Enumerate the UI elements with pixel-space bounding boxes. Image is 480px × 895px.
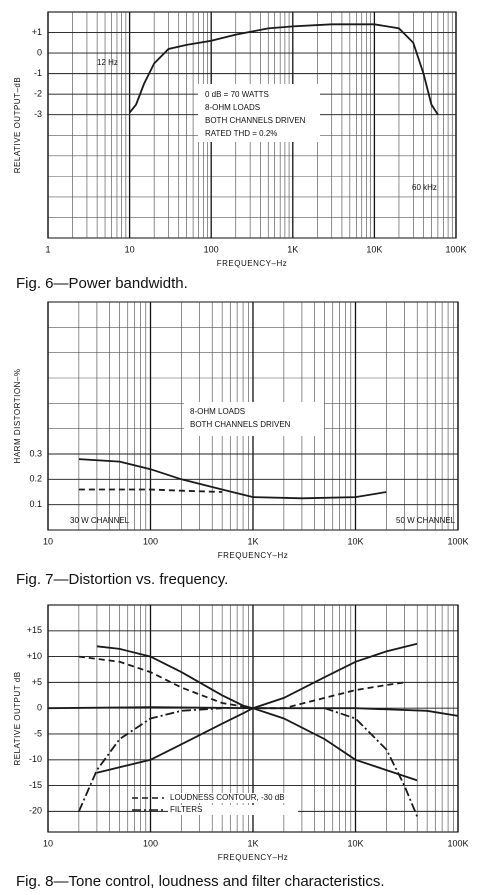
- series-label: 50 W CHANNEL: [396, 516, 456, 525]
- legend-label: LOUDNESS CONTOUR, -30 dB: [170, 793, 285, 802]
- y-tick-label: 0.1: [29, 499, 42, 509]
- legend-bg: [168, 805, 298, 815]
- annotation: 12 Hz: [97, 58, 118, 67]
- series-line: [47, 706, 459, 717]
- y-tick-label: -20: [29, 806, 42, 816]
- y-tick-label: +1: [32, 27, 42, 37]
- y-tick-label: +10: [27, 651, 42, 661]
- x-axis-label: FREQUENCY–Hz: [218, 551, 288, 560]
- annotation: 0 dB = 70 WATTS: [205, 90, 269, 99]
- caption: Fig. 8—Tone control, loudness and filter…: [16, 873, 385, 890]
- x-tick-label: 10: [43, 838, 53, 848]
- series-line: [128, 23, 439, 116]
- x-tick-label: 100K: [447, 536, 468, 546]
- x-tick-label: 100: [204, 244, 219, 254]
- legend-bg: [168, 793, 298, 803]
- note-box: [198, 84, 320, 142]
- y-tick-label: 0.3: [29, 448, 42, 458]
- y-tick-label: -10: [29, 754, 42, 764]
- series-line: [96, 707, 254, 774]
- caption: Fig. 7—Distortion vs. frequency.: [16, 571, 228, 588]
- legend-label: FILTERS: [170, 805, 202, 814]
- x-tick-label: 1K: [247, 536, 258, 546]
- y-axis-label: RELATIVE OUTPUT–dB: [13, 77, 22, 173]
- y-tick-label: 0: [37, 47, 42, 57]
- annotation: 8-OHM LOADS: [205, 103, 260, 112]
- x-tick-label: 100: [143, 838, 158, 848]
- x-tick-label: 100K: [445, 244, 466, 254]
- x-tick-label: 1K: [287, 244, 298, 254]
- annotation: 8-OHM LOADS: [190, 407, 245, 416]
- x-tick-label: 1K: [247, 838, 258, 848]
- series-line: [78, 655, 405, 710]
- annotation: BOTH CHANNELS DRIVEN: [190, 420, 291, 429]
- series-line: [252, 642, 418, 710]
- x-tick-label: 10: [125, 244, 135, 254]
- x-tick-label: 100K: [447, 838, 468, 848]
- series-line: [252, 707, 418, 782]
- annotation: 60 kHz: [412, 183, 437, 192]
- x-tick-label: 1: [45, 244, 50, 254]
- series-line: [96, 645, 254, 710]
- series-line: [78, 488, 223, 493]
- annotation: BOTH CHANNELS DRIVEN: [205, 116, 306, 125]
- x-tick-label: 100: [143, 536, 158, 546]
- y-axis-label: RELATIVE OUTPUT dB: [13, 671, 22, 765]
- y-tick-label: 0.2: [29, 474, 42, 484]
- series-line: [78, 458, 387, 500]
- series-line: [78, 707, 419, 817]
- y-tick-label: -2: [34, 89, 42, 99]
- annotation: RATED THD = 0.2%: [205, 129, 277, 138]
- y-tick-label: -5: [34, 728, 42, 738]
- caption: Fig. 6—Power bandwidth.: [16, 275, 188, 292]
- y-tick-label: -15: [29, 780, 42, 790]
- y-tick-label: -1: [34, 68, 42, 78]
- y-tick-label: -3: [34, 109, 42, 119]
- y-axis-label: HARM DISTORTION–%: [13, 369, 22, 464]
- y-tick-label: 0: [37, 703, 42, 713]
- x-axis-label: FREQUENCY–Hz: [217, 259, 287, 268]
- x-tick-label: 10K: [347, 838, 363, 848]
- y-tick-label: +5: [32, 677, 42, 687]
- x-tick-label: 10: [43, 536, 53, 546]
- x-tick-label: 10K: [347, 536, 363, 546]
- series-label: 30 W CHANNEL: [70, 516, 130, 525]
- x-axis-label: FREQUENCY–Hz: [218, 853, 288, 862]
- x-tick-label: 10K: [366, 244, 382, 254]
- y-tick-label: +15: [27, 625, 42, 635]
- note-box: [184, 402, 324, 436]
